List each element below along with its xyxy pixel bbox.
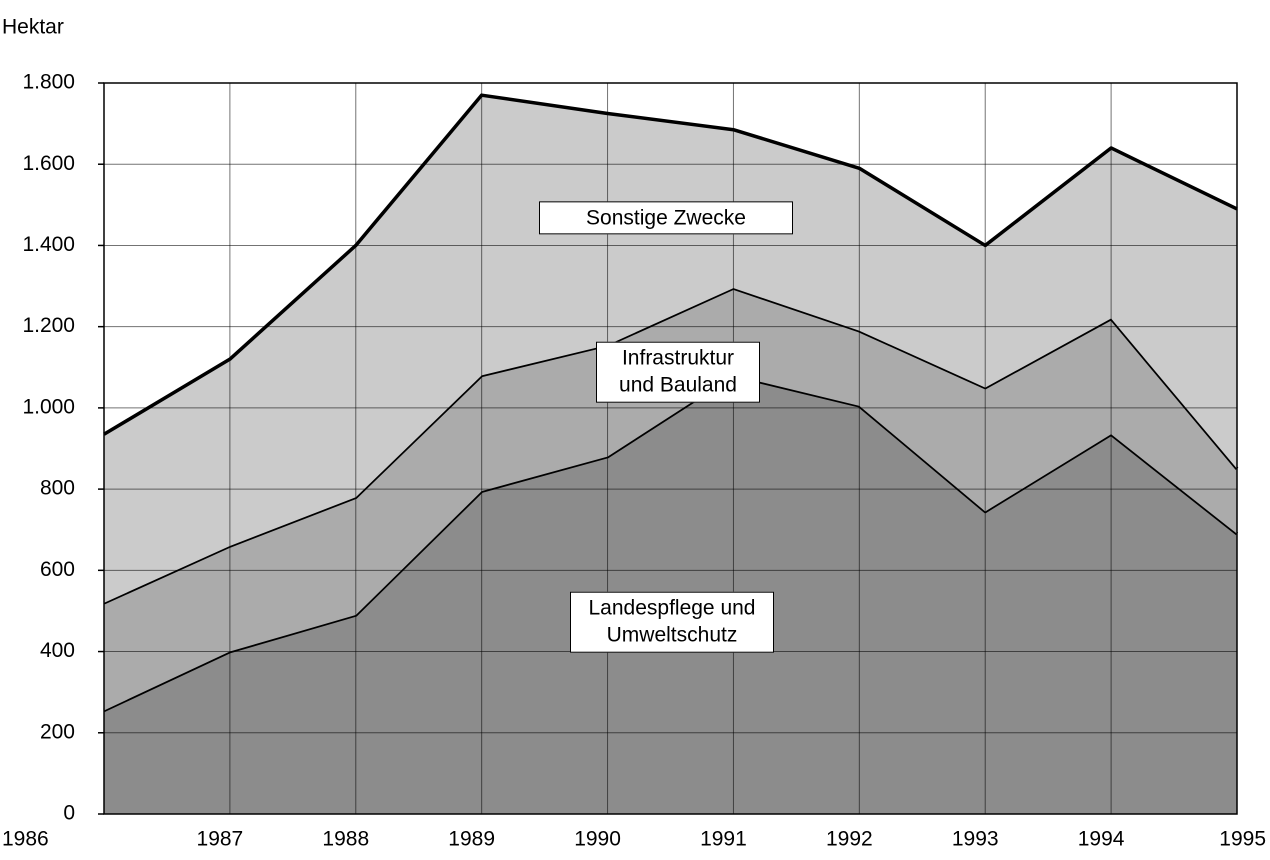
x-tick-label: 1988 xyxy=(322,828,369,851)
y-axis-title: Hektar xyxy=(2,16,64,39)
x-tick-label: 1989 xyxy=(448,828,495,851)
area xyxy=(104,288,1237,711)
x-tick-label: 1987 xyxy=(197,828,244,851)
y-tick-label: 400 xyxy=(40,639,75,662)
plot-frame xyxy=(103,82,1238,815)
y-tick-label: 600 xyxy=(40,558,75,581)
y-tick-label: 0 xyxy=(63,802,75,825)
series-label: Infrastruktur und Bauland xyxy=(596,341,760,403)
area-edge xyxy=(103,93,1238,436)
x-tick-label: 1993 xyxy=(952,828,999,851)
y-tick-label: 200 xyxy=(40,720,75,743)
y-tick-label: 800 xyxy=(40,477,75,500)
y-tick-label: 1.600 xyxy=(22,152,75,175)
x-tick-label: 1994 xyxy=(1078,828,1125,851)
series-label: Sonstige Zwecke xyxy=(539,201,793,235)
x-tick-label: 1992 xyxy=(826,828,873,851)
y-tick-label: 1.200 xyxy=(22,314,75,337)
x-tick-label: 1991 xyxy=(700,828,747,851)
series-label: Landespflege und Umweltschutz xyxy=(570,591,774,653)
y-tick-label: 1.000 xyxy=(22,395,75,418)
y-tick-label: 1.800 xyxy=(22,71,75,94)
area xyxy=(104,95,1237,603)
x-tick-label: 1990 xyxy=(574,828,621,851)
x-tick-label: 1995 xyxy=(1219,828,1266,851)
y-tick-label: 1.400 xyxy=(22,233,75,256)
x-tick-label: 1986 xyxy=(2,828,49,851)
